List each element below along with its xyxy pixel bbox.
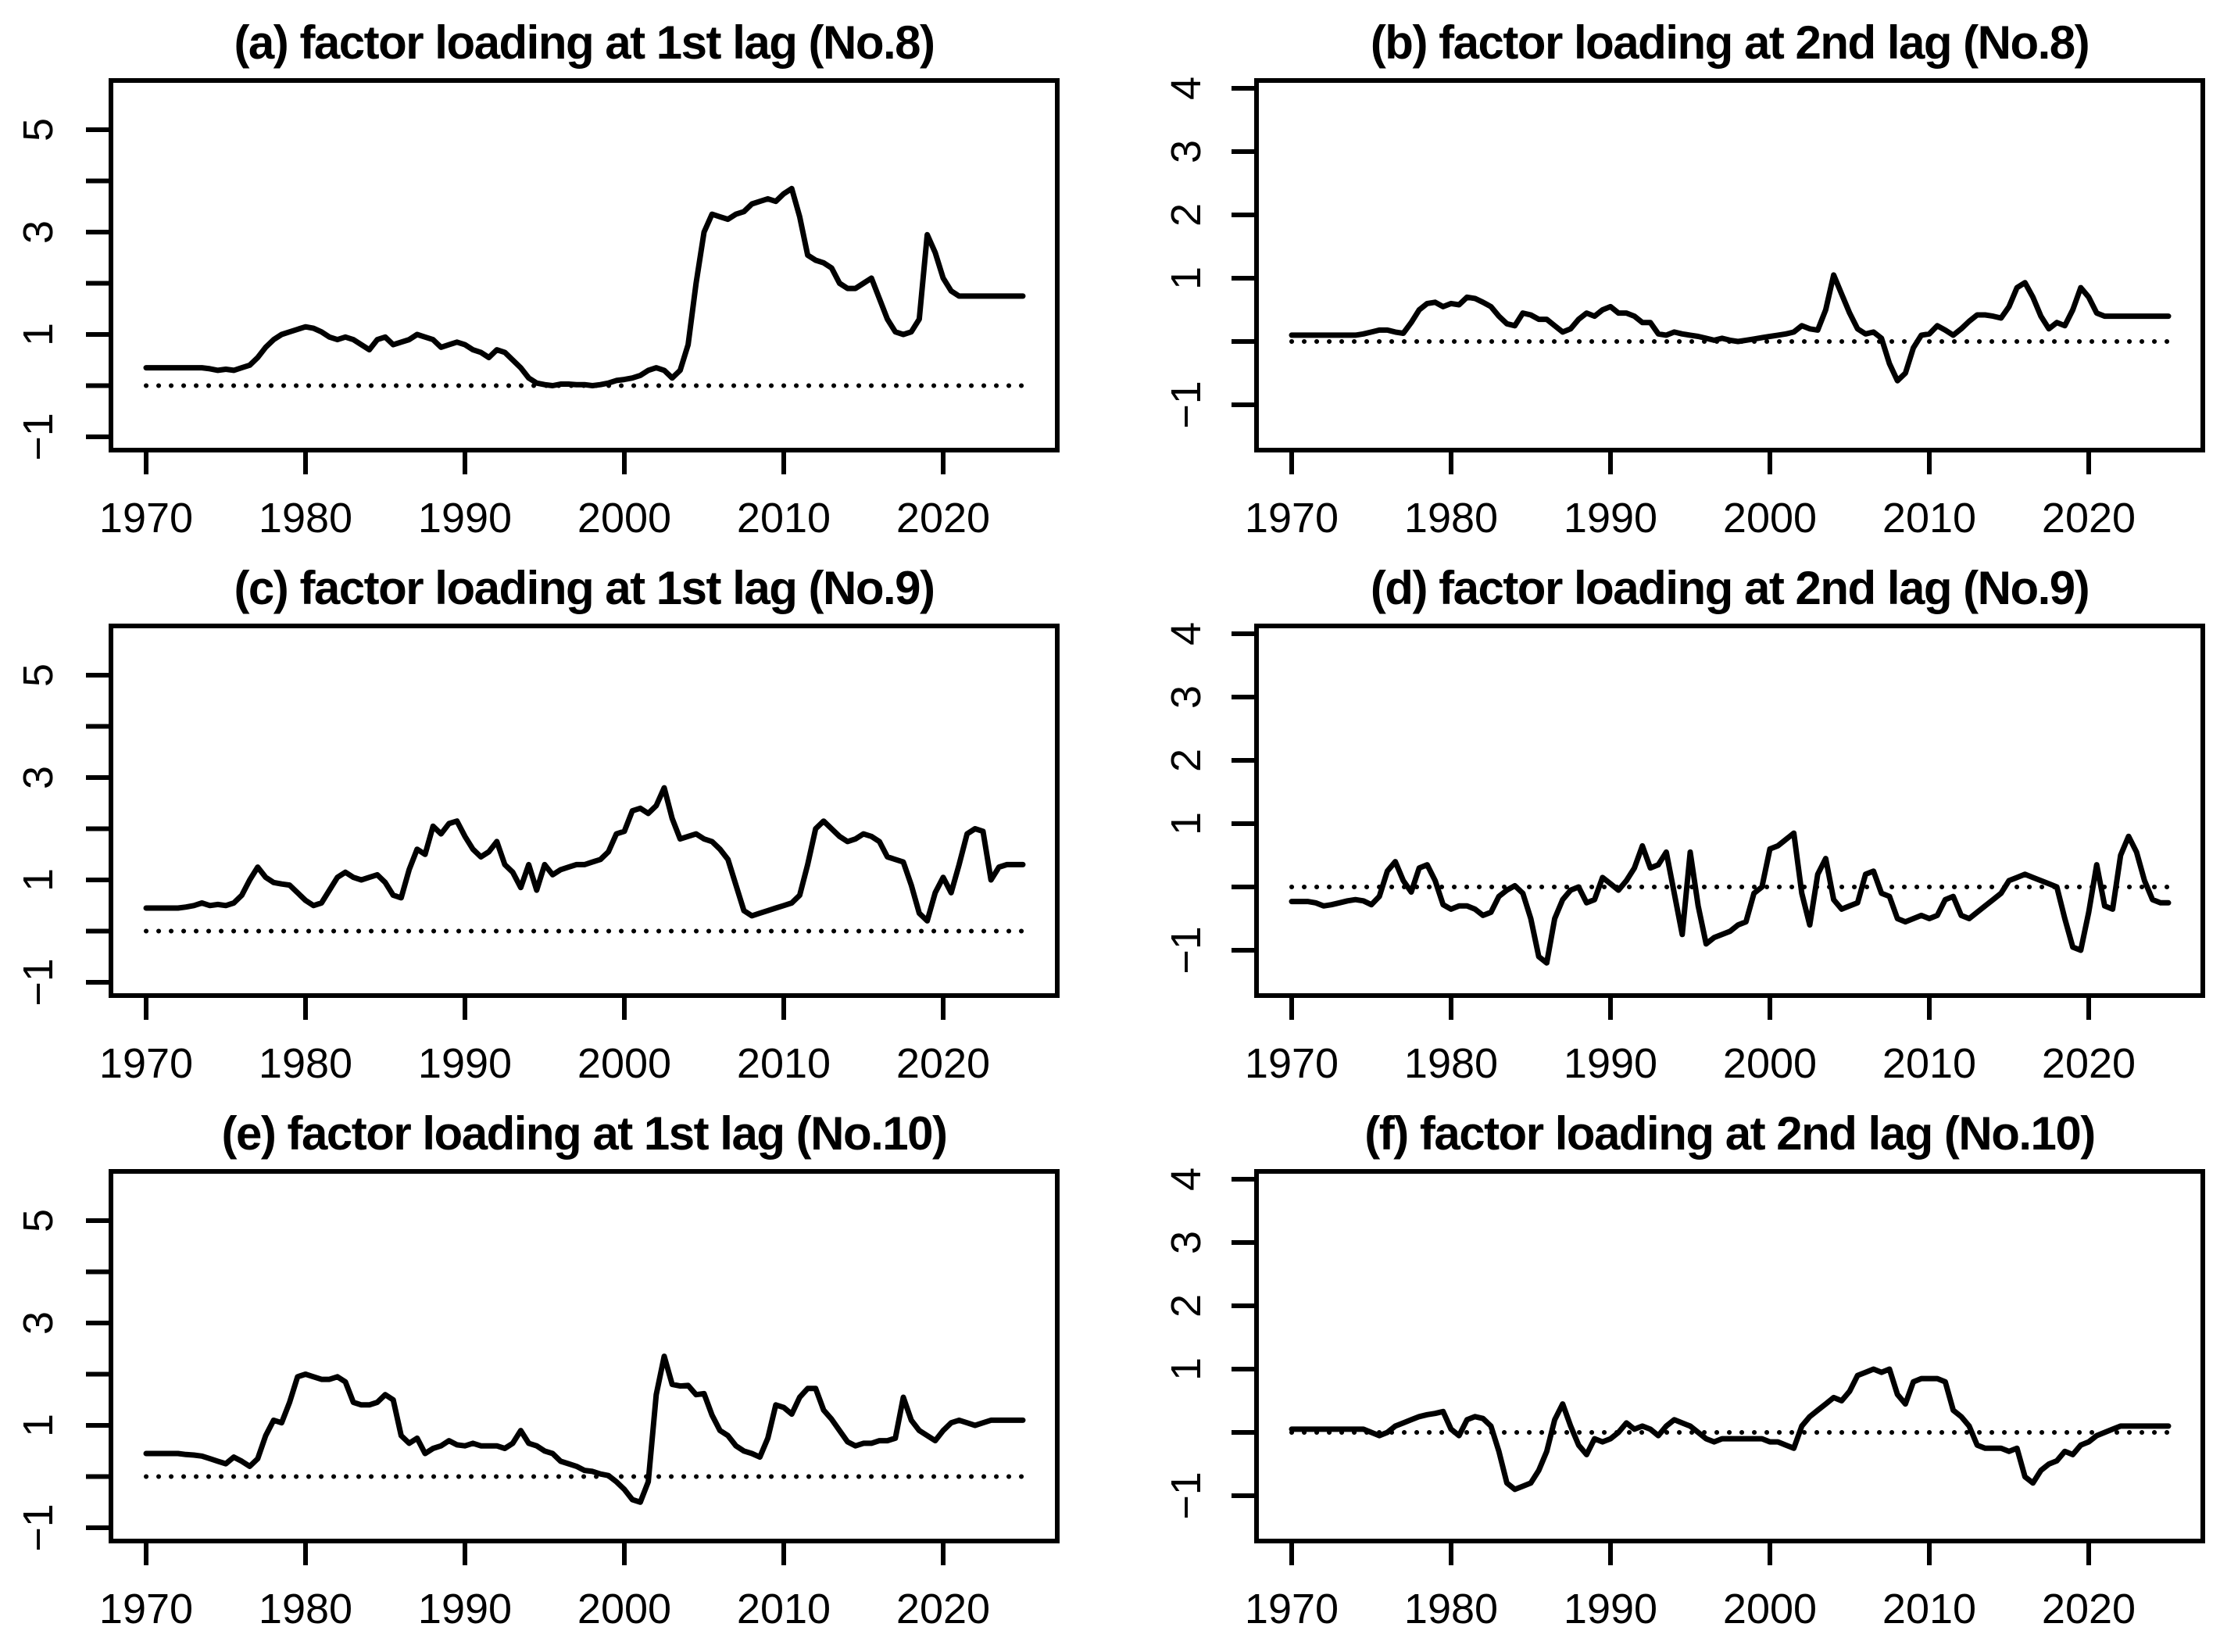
y-tick-label: −1	[15, 958, 62, 1007]
x-tick-label: 2000	[1723, 1040, 1817, 1087]
y-tick-label: 1	[1163, 1357, 1210, 1381]
x-tick-label: 1990	[1564, 495, 1657, 542]
x-tick-label: 1990	[1564, 1586, 1657, 1632]
y-tick-label: 2	[1163, 1294, 1210, 1318]
plot-box	[109, 624, 1060, 998]
panel-a-title: (a) factor loading at 1st lag (No.8)	[234, 16, 935, 69]
panel-a: (a) factor loading at 1st lag (No.8) −1 1…	[0, 0, 1110, 545]
y-tick-label: 5	[15, 1209, 62, 1232]
x-tick-label: 2020	[896, 1040, 990, 1087]
series-line	[1289, 1366, 2172, 1493]
y-tick-label: 3	[15, 1311, 62, 1335]
y-tick-label: −1	[1163, 926, 1210, 974]
series-line	[1289, 830, 2172, 966]
panel-f: (f) factor loading at 2nd lag (No.10) −1…	[1110, 1091, 2220, 1652]
series-line	[143, 185, 1026, 388]
panel-b-title: (b) factor loading at 2nd lag (No.8)	[1370, 16, 2090, 69]
x-tick-label: 1980	[1404, 495, 1498, 542]
panel-f-title: (f) factor loading at 2nd lag (No.10)	[1364, 1107, 2096, 1160]
x-tick-label: 2000	[577, 495, 671, 542]
x-tick-label: 1970	[99, 1586, 193, 1632]
panel-e-title: (e) factor loading at 1st lag (No.10)	[221, 1107, 948, 1160]
x-tick-label: 2000	[577, 1586, 671, 1632]
x-tick-label: 2010	[737, 495, 831, 542]
plot-box	[109, 1169, 1060, 1543]
x-tick-label: 1970	[1245, 1586, 1339, 1632]
panel-d-title: (d) factor loading at 2nd lag (No.9)	[1370, 562, 2090, 614]
x-tick-label: 2000	[1723, 495, 1817, 542]
y-tick-label: 3	[1163, 140, 1210, 163]
x-tick-label: 2000	[1723, 1586, 1817, 1632]
x-tick-label: 1980	[1404, 1040, 1498, 1087]
y-tick-label: −1	[1163, 381, 1210, 429]
plot-box	[1254, 624, 2205, 998]
panel-d: (d) factor loading at 2nd lag (No.9) −1 1…	[1110, 545, 2220, 1091]
x-tick-label: 1970	[99, 495, 193, 542]
x-tick-label: 1990	[418, 1040, 512, 1087]
x-tick-label: 2020	[896, 495, 990, 542]
x-tick-label: 1980	[259, 1040, 352, 1087]
y-tick-label: 4	[1163, 77, 1210, 100]
x-tick-label: 1990	[1564, 1040, 1657, 1087]
y-tick-label: 2	[1163, 203, 1210, 227]
y-tick-label: 3	[15, 220, 62, 244]
series-line	[143, 785, 1026, 924]
x-tick-label: 2000	[577, 1040, 671, 1087]
x-tick-label: 1970	[1245, 495, 1339, 542]
panel-c-title: (c) factor loading at 1st lag (No.9)	[234, 562, 935, 614]
panel-f-plot: −1 1 2 3 4 1970 1980 1990 2000 2010 2020	[1163, 1167, 2205, 1632]
panel-d-plot: −1 1 2 3 4 1970 1980 1990 2000 2010 2020	[1163, 622, 2205, 1087]
x-tick-label: 2010	[1882, 495, 1976, 542]
y-tick-label: 5	[15, 118, 62, 141]
panel-c-plot: −1 1 3 5 1970 1980 1990 2000 2010 2020	[15, 624, 1060, 1087]
x-tick-label: 2020	[2042, 1040, 2136, 1087]
y-tick-label: 3	[15, 766, 62, 789]
panel-c: (c) factor loading at 1st lag (No.9) −1 1…	[0, 545, 1110, 1091]
y-tick-label: 4	[1163, 622, 1210, 645]
x-tick-label: 2020	[2042, 1586, 2136, 1632]
x-tick-label: 1990	[418, 1586, 512, 1632]
y-tick-label: −1	[15, 1504, 62, 1552]
x-tick-label: 2020	[2042, 495, 2136, 542]
series-line	[1289, 272, 2172, 384]
series-line	[143, 1353, 1026, 1505]
y-tick-label: 1	[15, 1414, 62, 1437]
panel-a-plot: −1 1 3 5 1970 1980 1990 2000 2010 2020	[15, 78, 1060, 542]
x-tick-label: 1970	[99, 1040, 193, 1087]
panel-e-plot: −1 1 3 5 1970 1980 1990 2000 2010 2020	[15, 1169, 1060, 1632]
y-tick-label: 3	[1163, 685, 1210, 709]
panel-b: (b) factor loading at 2nd lag (No.8) −1 1…	[1110, 0, 2220, 545]
x-tick-label: 1980	[259, 1586, 352, 1632]
x-tick-label: 2010	[1882, 1586, 1976, 1632]
x-tick-label: 2010	[737, 1586, 831, 1632]
y-tick-label: 1	[15, 323, 62, 346]
x-tick-label: 1980	[1404, 1586, 1498, 1632]
y-tick-label: −1	[1163, 1471, 1210, 1520]
panel-b-plot: −1 1 2 3 4 1970 1980 1990 2000 2010 2020	[1163, 77, 2205, 542]
x-tick-label: 1990	[418, 495, 512, 542]
y-tick-label: 1	[1163, 266, 1210, 290]
plot-box	[1254, 78, 2205, 452]
x-tick-label: 2010	[1882, 1040, 1976, 1087]
y-tick-label: −1	[15, 413, 62, 461]
y-tick-label: 3	[1163, 1231, 1210, 1254]
y-tick-label: 1	[1163, 812, 1210, 835]
x-tick-label: 1970	[1245, 1040, 1339, 1087]
x-tick-label: 2020	[896, 1586, 990, 1632]
y-tick-label: 4	[1163, 1167, 1210, 1191]
y-tick-label: 5	[15, 663, 62, 687]
plot-box	[109, 78, 1060, 452]
y-tick-label: 2	[1163, 749, 1210, 772]
x-tick-label: 1980	[259, 495, 352, 542]
panel-e: (e) factor loading at 1st lag (No.10) −1…	[0, 1091, 1110, 1652]
x-tick-label: 2010	[737, 1040, 831, 1087]
y-tick-label: 1	[15, 868, 62, 892]
plot-box	[1254, 1169, 2205, 1543]
